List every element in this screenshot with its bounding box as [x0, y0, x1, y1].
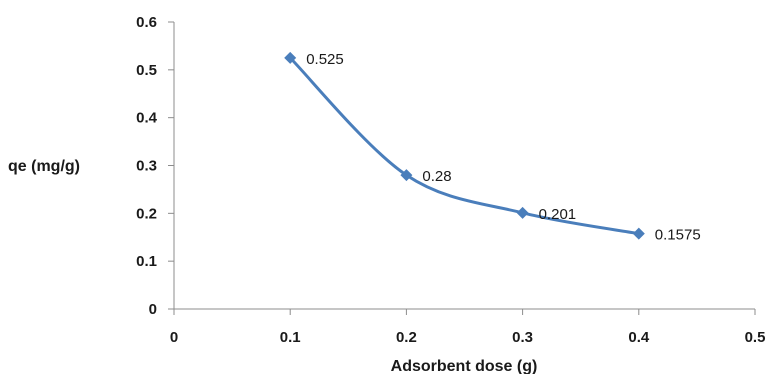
x-tick-label: 0.2	[396, 329, 417, 346]
y-tick-label: 0.1	[136, 253, 157, 270]
y-tick-label: 0.5	[136, 62, 157, 79]
x-axis-title: Adsorbent dose (g)	[391, 358, 538, 374]
x-tick-label: 0.3	[512, 329, 533, 346]
data-point-label: 0.525	[306, 51, 344, 68]
data-point-marker	[400, 169, 413, 182]
y-tick-label: 0.3	[136, 158, 157, 175]
y-tick-label: 0.2	[136, 205, 157, 222]
chart-axes	[173, 22, 755, 310]
y-axis-title: qe (mg/g)	[8, 158, 80, 175]
x-tick-label: 0	[170, 329, 178, 346]
x-tick-label: 0.5	[745, 329, 766, 346]
x-tick-label: 0.4	[628, 329, 650, 346]
data-point-label: 0.201	[539, 206, 577, 223]
y-tick-label: 0.4	[136, 110, 158, 127]
series-layer	[284, 51, 645, 240]
y-tick-label: 0.6	[136, 14, 157, 31]
data-point-marker	[632, 227, 645, 240]
data-labels: 0.525 0.28 0.201 0.1575	[306, 51, 700, 244]
data-point-label: 0.1575	[655, 227, 701, 244]
x-axis-ticks: 0 0.1 0.2 0.3 0.4 0.5	[170, 309, 766, 346]
y-axis-ticks: 0 0.1 0.2 0.3 0.4 0.5 0.6	[136, 14, 174, 318]
y-tick-label: 0	[149, 301, 157, 318]
x-tick-label: 0.1	[280, 329, 301, 346]
data-point-label: 0.28	[422, 168, 451, 185]
data-point-marker	[516, 206, 529, 219]
data-point-marker	[284, 51, 297, 64]
series-line	[288, 56, 641, 236]
